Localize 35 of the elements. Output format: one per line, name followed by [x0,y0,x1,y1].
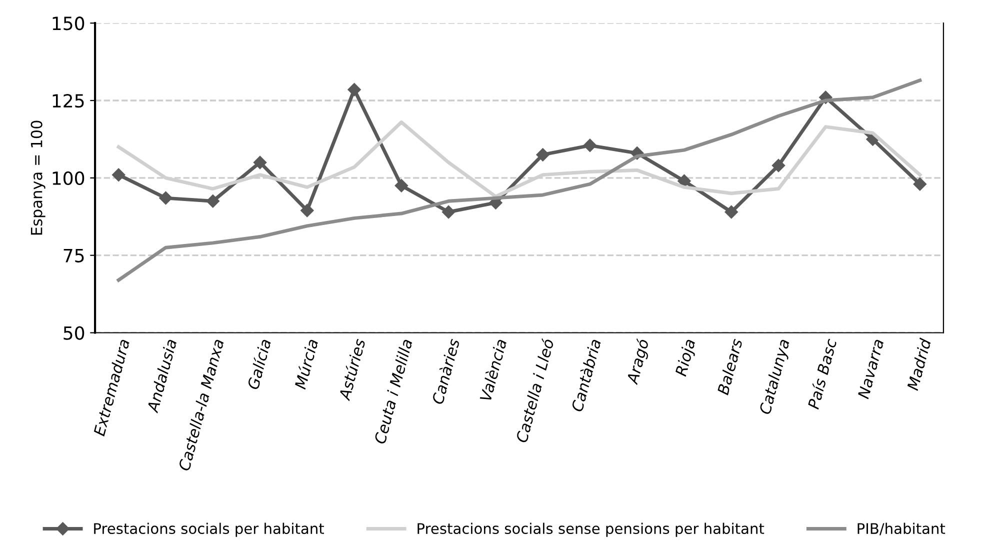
point [442,205,456,219]
x-tick-label: Galícia [246,338,272,390]
point [112,168,126,182]
point [678,174,691,188]
x-tick-label: Castella i Lleó [514,338,554,444]
x-tick-label: Aragó [625,338,652,386]
y-tick-label: 50 [64,326,84,340]
point [724,205,738,219]
legend-label: Prestacions socials per habitant [94,522,324,537]
x-tick-label: País Basc [806,338,837,410]
point [913,178,926,191]
x-tick-label: Balears [716,338,743,396]
x-tick-label: Madrid [906,338,932,391]
x-tick-label: Múrcia [293,338,318,390]
point [772,158,786,172]
line-series [116,78,922,282]
y-tick-label: 150 [52,16,84,30]
y-tick-label: 100 [52,171,84,186]
x-tick-label: Ceuta i Melilla [374,338,413,444]
point [159,191,172,205]
legend-label: Prestacions socials sense pensions per habitant [418,522,764,537]
point [536,148,550,162]
legend-label: PIB/habitant [858,522,946,536]
point [206,194,220,208]
y-tick-label: 75 [64,249,84,262]
x-tick-label: Rioja [674,338,698,378]
point [348,83,361,96]
y-axis-title: Espanya = 100 [30,120,46,235]
x-tick-label: Navarra [858,338,884,400]
x-tick-label: Astúries [337,338,366,402]
point [253,156,267,170]
point [394,179,408,192]
point [583,138,597,152]
point [300,204,314,218]
y-tick-label: 125 [52,94,84,108]
